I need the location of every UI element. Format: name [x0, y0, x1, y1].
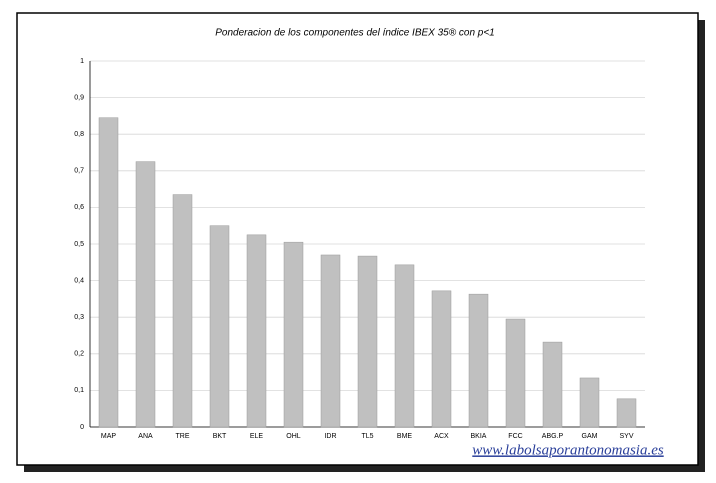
bar — [283, 241, 304, 428]
bar — [246, 234, 267, 428]
y-tick-label: 0,2 — [74, 351, 84, 358]
x-tick-label: IDR — [324, 433, 336, 440]
bar — [394, 264, 415, 428]
y-tick-label: 0,7 — [74, 168, 84, 175]
bar — [357, 255, 378, 428]
x-tick-label: TRE — [176, 433, 190, 440]
x-tick-label: MAP — [101, 433, 117, 440]
bar — [431, 290, 452, 428]
x-tick-label: SYV — [619, 433, 633, 440]
bar — [542, 341, 563, 428]
y-tick-label: 0 — [80, 424, 84, 431]
bar — [505, 318, 526, 428]
bar — [579, 377, 600, 428]
y-tick-label: 0,5 — [74, 241, 84, 248]
x-tick-label: ANA — [138, 433, 153, 440]
y-tick-label: 0,1 — [74, 387, 84, 394]
bar — [616, 398, 637, 428]
y-tick-label: 0,9 — [74, 94, 84, 101]
x-tick-label: GAM — [582, 433, 598, 440]
bar — [135, 161, 156, 428]
x-tick-label: ELE — [250, 433, 264, 440]
x-tick-label: ABG.P — [542, 433, 564, 440]
watermark: www.labolsaporantonomasia.es — [472, 442, 664, 458]
y-tick-label: 1 — [80, 58, 84, 65]
bar — [172, 194, 193, 428]
bar — [98, 117, 119, 428]
x-tick-label: BKIA — [471, 433, 487, 440]
y-tick-label: 0,6 — [74, 204, 84, 211]
x-tick-label: ACX — [434, 433, 449, 440]
bar — [320, 254, 341, 428]
x-tick-label: BKT — [213, 433, 227, 440]
bar — [468, 293, 489, 428]
x-tick-label: BME — [397, 433, 413, 440]
bar — [209, 225, 230, 428]
x-tick-label: FCC — [508, 433, 522, 440]
x-tick-label: OHL — [286, 433, 301, 440]
y-tick-label: 0,4 — [74, 277, 84, 284]
chart-title: Ponderacion de los componentes del índic… — [215, 28, 495, 39]
y-tick-label: 0,3 — [74, 314, 84, 321]
x-tick-label: TL5 — [361, 433, 373, 440]
y-tick-label: 0,8 — [74, 131, 84, 138]
